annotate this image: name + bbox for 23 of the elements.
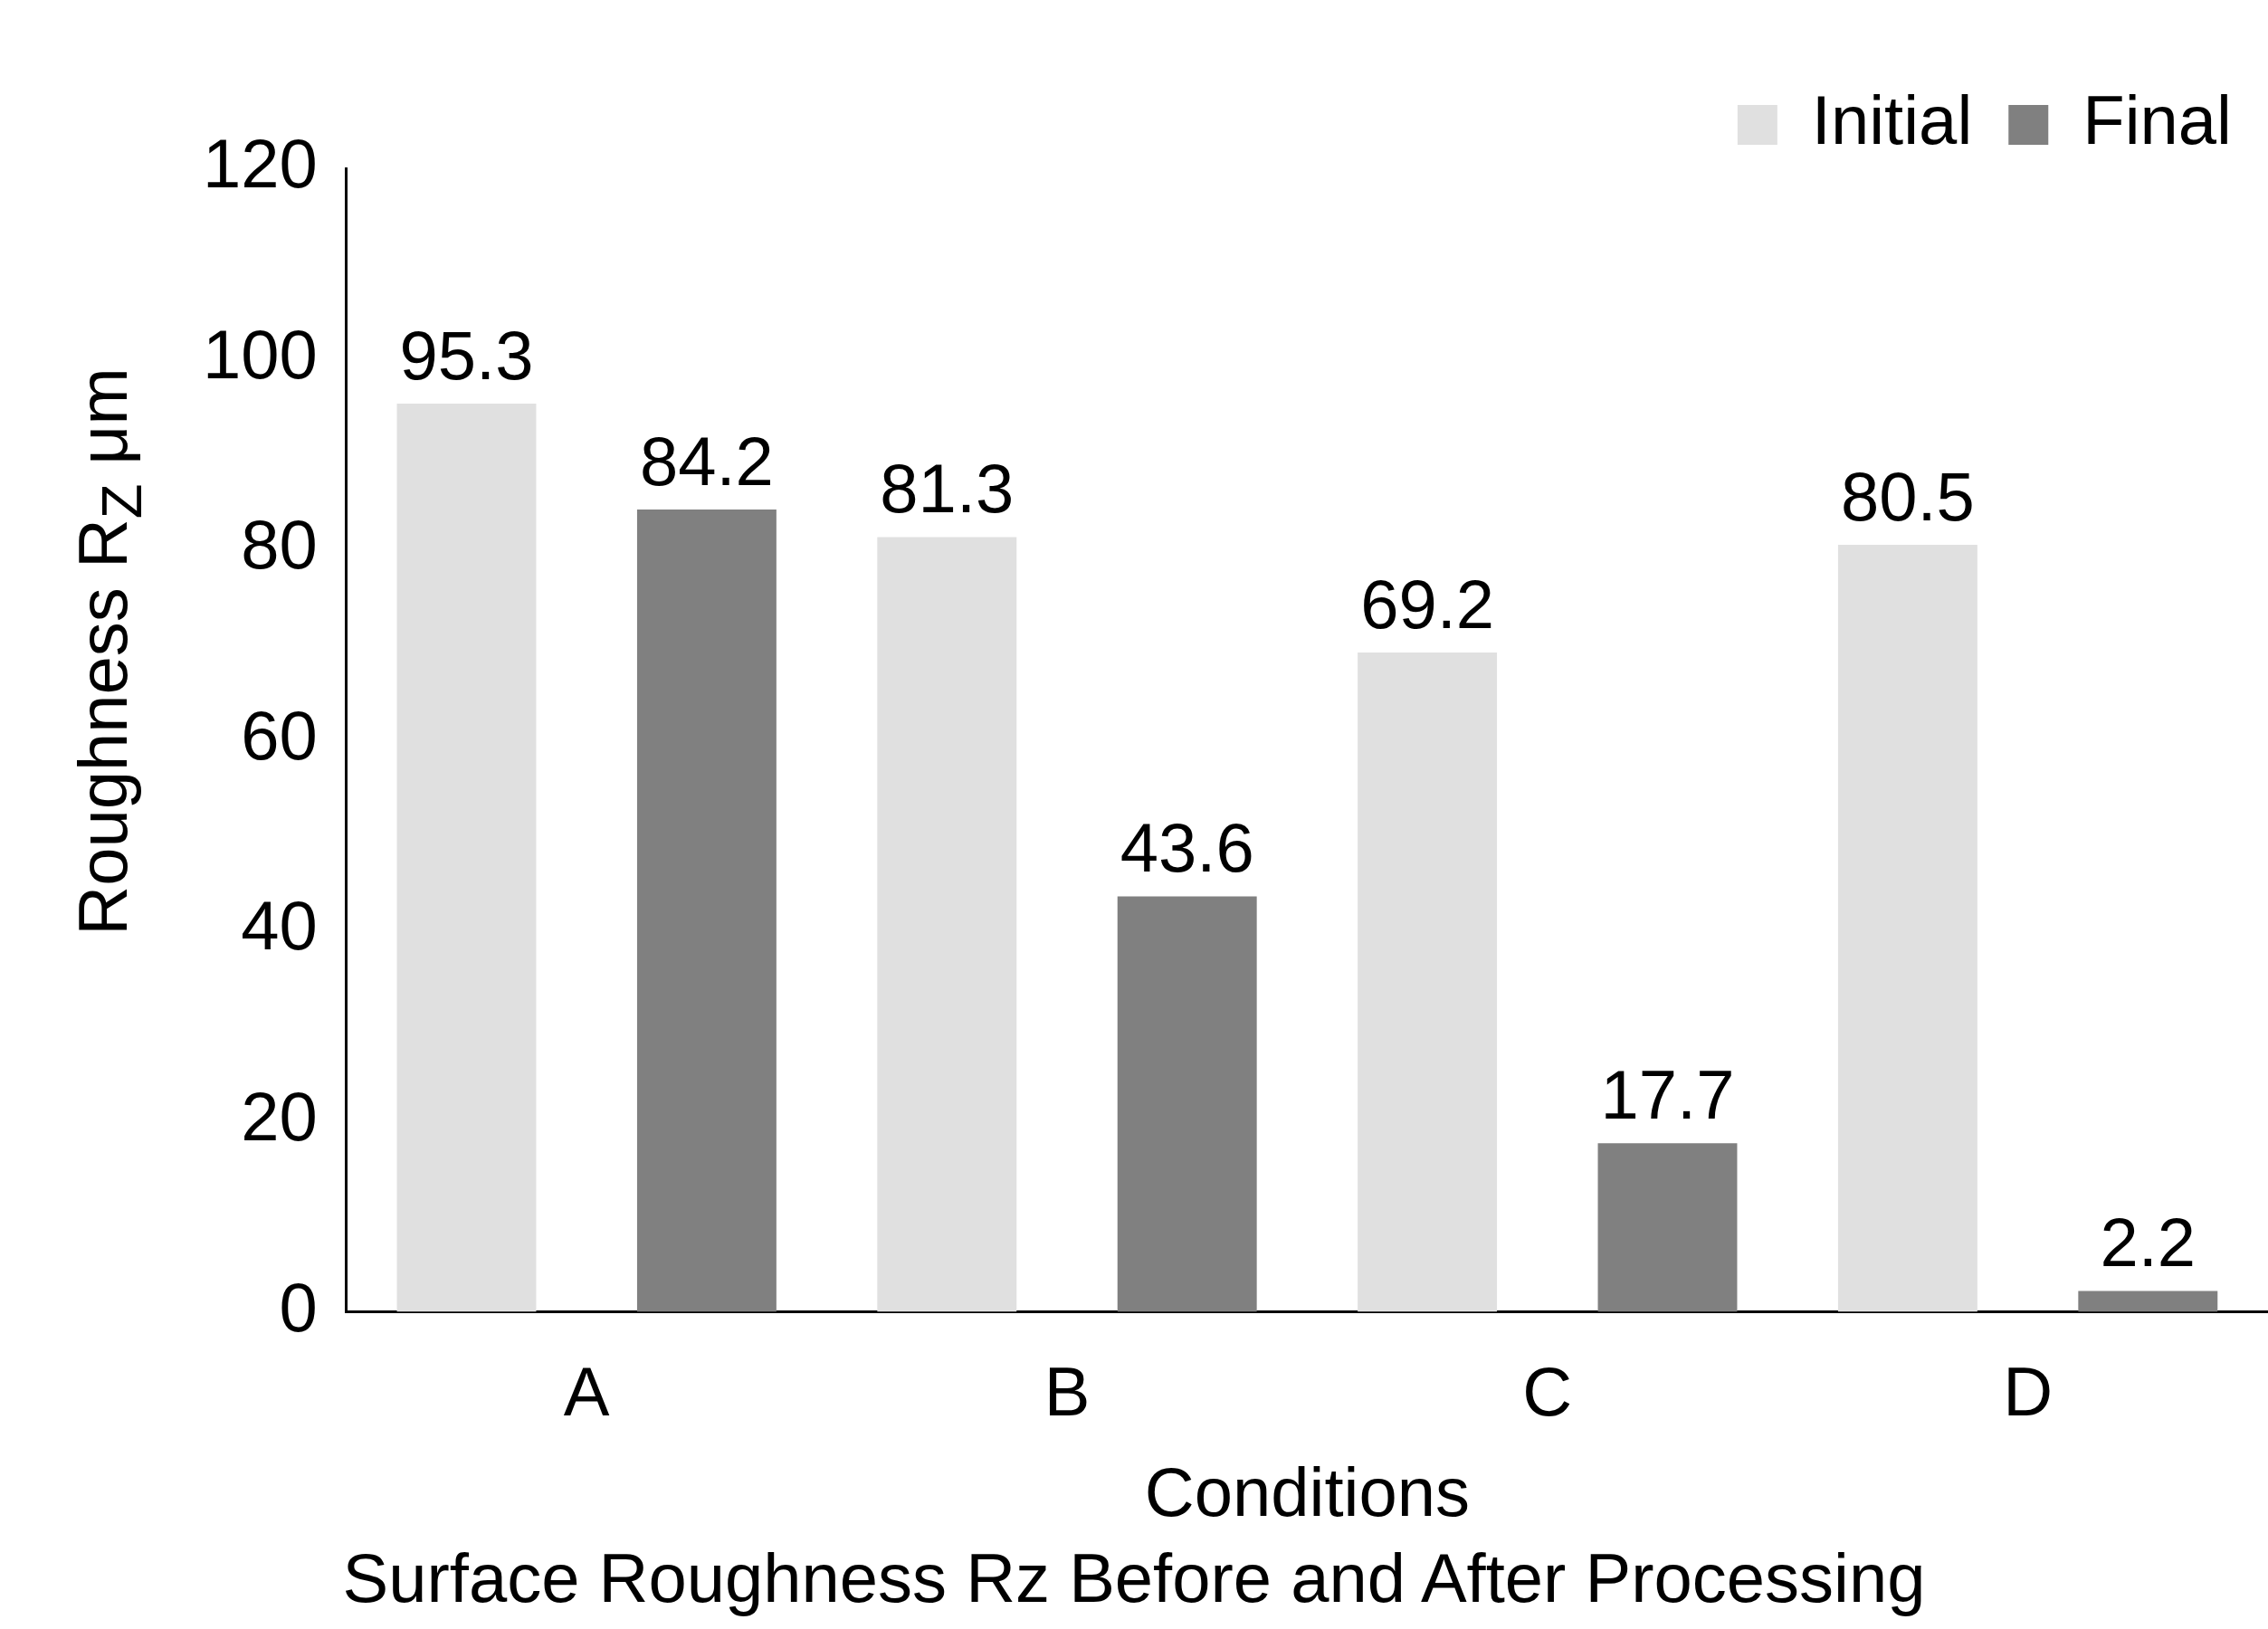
y-tick-label: 60 [241,696,318,774]
y-tick-label: 80 [241,506,318,584]
y-tick-label: 20 [241,1077,318,1155]
data-label: 2.2 [2100,1204,2197,1281]
data-label: 17.7 [1600,1056,1735,1134]
legend-label: Final [2082,81,2233,158]
y-tick-label: 100 [202,315,318,393]
x-tick-label: A [563,1353,610,1431]
data-label: 43.6 [1120,809,1254,887]
data-label: 81.3 [880,450,1015,528]
y-tick-label: 40 [241,887,318,965]
data-label: 69.2 [1360,565,1495,643]
y-tick-label: 120 [202,124,318,202]
x-tick-label: C [1522,1353,1573,1431]
x-tick-label: D [2003,1353,2054,1431]
data-label: 95.3 [399,317,534,395]
x-axis-title: Conditions [1144,1453,1470,1531]
data-label: 84.2 [639,422,774,500]
x-tick-label: B [1043,1353,1091,1431]
data-label: 80.5 [1840,457,1975,535]
y-tick-label: 0 [279,1268,318,1346]
legend-label: Initial [1811,81,1973,158]
text: Surface Roughness Rz Before and After Processing [341,1538,1927,1617]
